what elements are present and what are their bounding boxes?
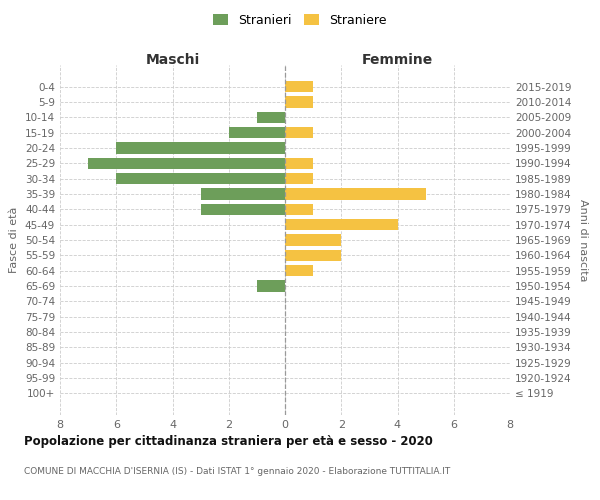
Bar — [285, 265, 313, 276]
Bar — [285, 173, 313, 184]
Bar — [200, 204, 285, 215]
Y-axis label: Fasce di età: Fasce di età — [10, 207, 19, 273]
Bar — [257, 112, 285, 123]
Bar — [285, 204, 313, 215]
Text: Maschi: Maschi — [145, 52, 200, 66]
Bar — [229, 127, 285, 138]
Bar — [285, 81, 313, 92]
Bar — [285, 96, 313, 108]
Bar — [285, 250, 341, 261]
Text: Popolazione per cittadinanza straniera per età e sesso - 2020: Popolazione per cittadinanza straniera p… — [24, 435, 433, 448]
Bar — [200, 188, 285, 200]
Bar — [285, 219, 398, 230]
Text: COMUNE DI MACCHIA D'ISERNIA (IS) - Dati ISTAT 1° gennaio 2020 - Elaborazione TUT: COMUNE DI MACCHIA D'ISERNIA (IS) - Dati … — [24, 468, 450, 476]
Bar — [285, 158, 313, 169]
Bar — [285, 188, 425, 200]
Bar — [88, 158, 285, 169]
Bar — [257, 280, 285, 292]
Bar — [116, 173, 285, 184]
Text: Femmine: Femmine — [362, 52, 433, 66]
Legend: Stranieri, Straniere: Stranieri, Straniere — [208, 8, 392, 32]
Bar — [285, 127, 313, 138]
Bar — [116, 142, 285, 154]
Bar — [285, 234, 341, 246]
Y-axis label: Anni di nascita: Anni di nascita — [578, 198, 588, 281]
